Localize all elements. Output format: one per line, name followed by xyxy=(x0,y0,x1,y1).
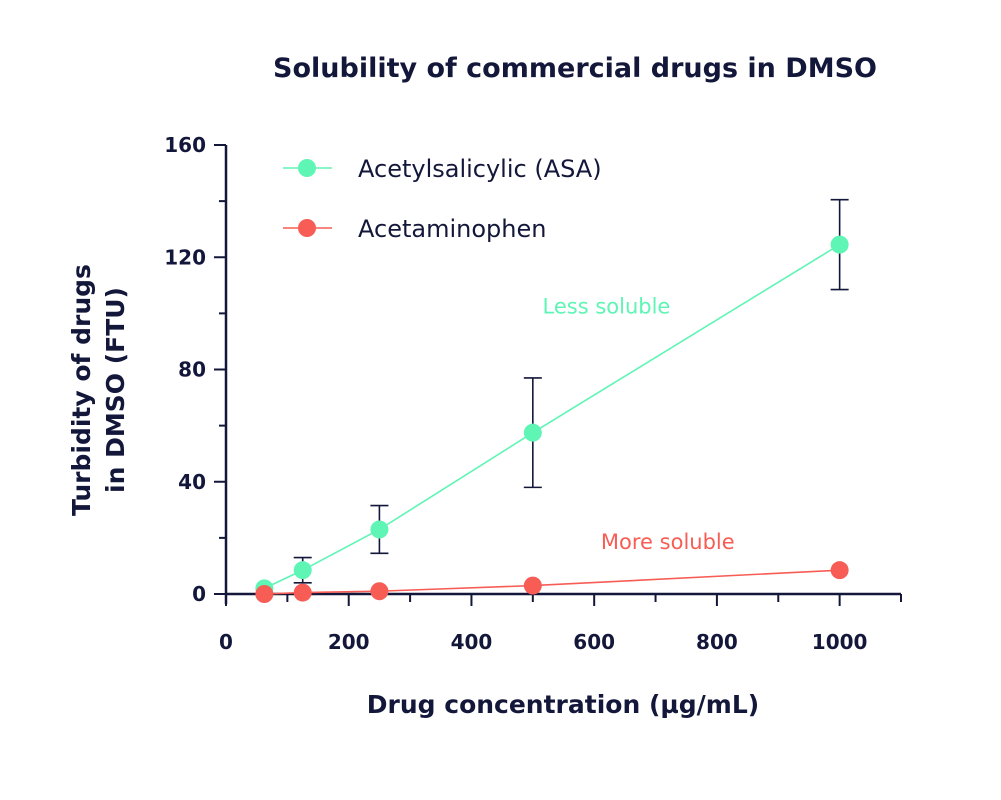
y-tick-label: 160 xyxy=(164,133,206,157)
y-tick-label: 40 xyxy=(178,470,206,494)
series-layer xyxy=(255,198,849,603)
legend-label: Acetaminophen xyxy=(358,215,546,243)
legend-label: Acetylsalicylic (ASA) xyxy=(358,155,602,183)
x-tick-label: 1000 xyxy=(812,630,868,654)
y-tick-label: 80 xyxy=(178,358,206,382)
data-point xyxy=(370,582,389,601)
data-point xyxy=(523,576,542,595)
legend-marker xyxy=(298,159,316,177)
series-2 xyxy=(255,561,849,603)
data-point xyxy=(523,423,542,442)
legend-marker xyxy=(298,219,316,237)
x-tick-label: 800 xyxy=(696,630,738,654)
chart-title: Solubility of commercial drugs in DMSO xyxy=(273,53,877,84)
annotation-label: Less soluble xyxy=(543,294,671,318)
series-1 xyxy=(255,198,849,598)
x-tick-label: 600 xyxy=(573,630,615,654)
data-point xyxy=(255,585,274,603)
data-point xyxy=(370,520,389,539)
series-line xyxy=(264,569,840,595)
data-point xyxy=(293,561,312,580)
axes: 0 40 80 120 160 0 200 400 600 800 1000 xyxy=(164,133,902,654)
annotation-label: More soluble xyxy=(601,530,735,554)
y-tick-label: 120 xyxy=(164,245,206,269)
y-axis-label-line-1: Turbidity of drugs xyxy=(67,264,96,516)
y-axis-label-line-2: in DMSO (FTU) xyxy=(101,287,130,493)
data-point xyxy=(293,583,312,602)
x-tick-label: 400 xyxy=(451,630,493,654)
x-axis-label: Drug concentration (µg/mL) xyxy=(367,690,759,719)
annotations: Less soluble More soluble xyxy=(543,294,735,554)
data-point xyxy=(830,561,849,580)
x-tick-label: 200 xyxy=(328,630,370,654)
x-tick-label: 0 xyxy=(219,630,233,654)
data-point xyxy=(830,235,849,254)
y-axis-label: Turbidity of drugs in DMSO (FTU) xyxy=(67,264,130,516)
y-tick-label: 0 xyxy=(192,582,206,606)
legend-item-2: Acetaminophen xyxy=(283,215,546,243)
legend-item-1: Acetylsalicylic (ASA) xyxy=(283,155,602,183)
legend: Acetylsalicylic (ASA) Acetaminophen xyxy=(283,155,602,243)
